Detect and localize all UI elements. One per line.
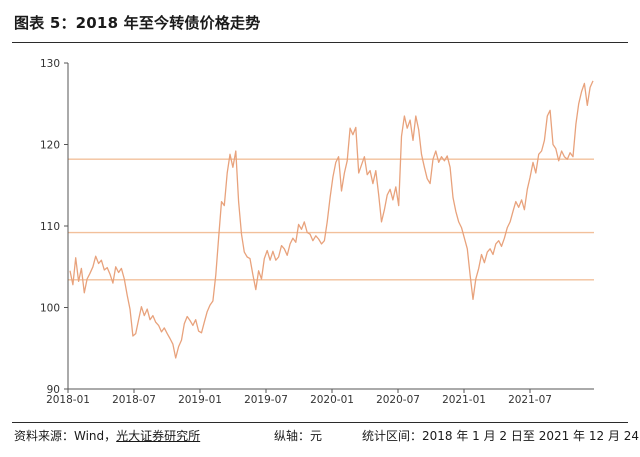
x-tick-label-2020-07: 2020-07 [376, 394, 420, 406]
chart-title: 图表 5：2018 年至今转债价格走势 [14, 14, 261, 32]
x-tick-label-2019-07: 2019-07 [244, 394, 288, 406]
unit-note: 纵轴：元 [274, 429, 323, 443]
y-tick-label-120: 120 [40, 140, 60, 152]
source-note: 资料来源：Wind，光大证券研究所 [14, 427, 200, 444]
source-prefix: 资料来源：Wind， [14, 429, 117, 443]
source-org-link[interactable]: 光大证券研究所 [116, 429, 201, 443]
price-line-series [69, 80, 594, 359]
y-tick-label-90: 90 [47, 384, 60, 396]
y-tick-label-110: 110 [40, 221, 60, 233]
y-tick-label-100: 100 [40, 303, 60, 315]
x-tick-label-2020-01: 2020-01 [310, 394, 354, 406]
x-tick-label-2021-07: 2021-07 [508, 394, 552, 406]
bottom-divider [12, 422, 628, 423]
x-tick-label-2021-01: 2021-01 [442, 394, 486, 406]
x-tick-label-2018-07: 2018-07 [112, 394, 156, 406]
x-tick-label-2018-01: 2018-01 [46, 394, 90, 406]
top-divider [12, 42, 628, 43]
y-tick-label-130: 130 [40, 58, 60, 70]
date-range-note: 统计区间：2018 年 1 月 2 日至 2021 年 12 月 24 日 [362, 429, 640, 443]
plot-area: 90 100 110 120 130 2018-01 2018-07 2019-01 2019-… [40, 58, 594, 406]
x-tick-label-2019-01: 2019-01 [178, 394, 222, 406]
